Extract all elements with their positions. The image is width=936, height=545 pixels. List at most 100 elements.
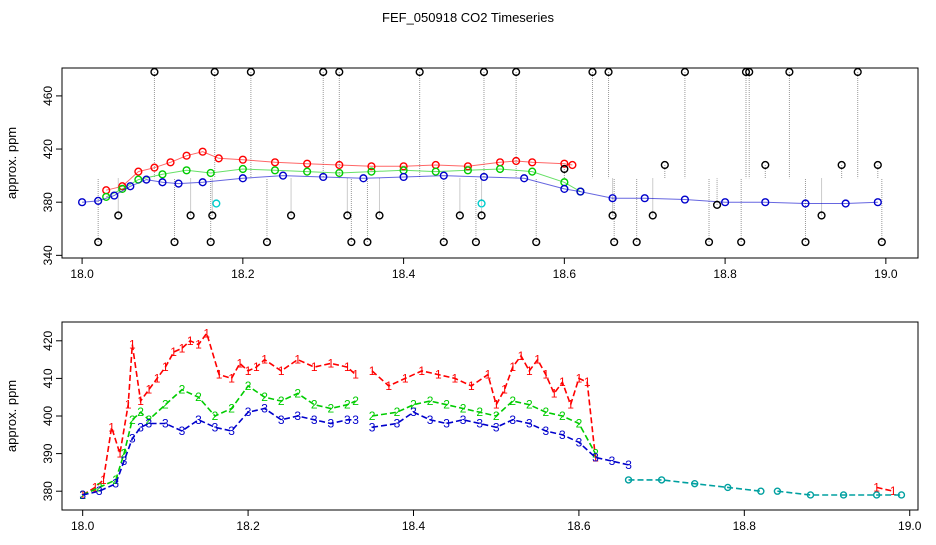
data-point-black [471,237,481,247]
data-point-blue [110,191,119,200]
data-point-black [853,67,862,77]
series-line-3 [82,407,356,496]
series-marker-1: 1 [129,338,136,352]
series-marker-2: 2 [121,447,128,461]
series-marker-2: 2 [344,398,351,412]
data-point-black [246,67,255,77]
series-marker-1b: 1 [485,368,492,382]
y-tick-label: 340 [41,245,55,265]
data-point-black [375,211,384,220]
top-scatter-plot: 18.0 18.2 18.4 18.6 18.8 19.0 340 380 420 460 appr… [4,67,919,281]
series-marker-3: 3 [179,424,186,438]
data-point-blue [520,174,529,183]
data-point-black [477,211,486,220]
series-marker-tail [757,487,765,495]
x-tick-label: 18.4 [402,519,426,533]
series-marker-2: 2 [245,379,252,393]
series-marker-1: 1 [154,371,161,385]
series-marker-3: 3 [129,432,136,446]
y-tick-label: 400 [41,406,55,426]
series-marker-1b: 1 [576,371,583,385]
series-marker-1: 1 [117,447,124,461]
series-marker-1: 1 [179,341,186,355]
data-point-red [335,160,344,170]
series-marker-1: 1 [125,398,132,412]
data-point-black [648,211,657,220]
series-marker-1b: 1 [559,375,566,389]
data-point-red [512,156,521,166]
series-marker-2: 2 [137,405,144,419]
series-marker-1b: 1 [584,375,591,389]
data-point-black [704,237,714,247]
data-point-black [186,211,195,220]
series-marker-tail2 [872,491,881,499]
series-marker-1: 1 [216,368,223,382]
series-marker-3: 3 [228,424,235,438]
data-point-green [206,168,215,178]
series-marker-tail [724,483,732,492]
series-marker-1: 1 [170,345,177,359]
data-point-black [479,67,489,77]
y-tick-label: 380 [41,192,55,212]
series-marker-1b: 1 [542,368,549,382]
series-marker-1: 1 [187,334,194,348]
series-marker-2: 2 [294,386,301,400]
series-marker-1c: 1 [890,484,897,498]
series-marker-tail [690,479,699,488]
x-tick-label: 18.8 [713,267,737,281]
data-point-black [837,160,846,170]
data-point-black [114,211,123,220]
series-marker-tail2 [897,491,906,499]
series-marker-1b: 1 [567,398,574,412]
series-marker-1: 1 [245,364,252,378]
series-marker-2: 2 [129,413,136,427]
data-point-black [343,211,352,220]
data-point-black [532,237,541,247]
data-point-blue [142,175,151,184]
series-marker-tail2 [773,487,782,495]
data-point-red [198,147,207,156]
data-point-blue [801,199,810,208]
y-axis-label: approx. ppm [4,380,19,452]
series-marker-tail [657,476,666,484]
data-point-black [712,200,722,209]
series-marker-1b: 1 [493,398,500,412]
series-marker-3: 3 [162,417,169,431]
series-marker-2b: 2 [493,409,500,423]
series-line-2 [82,384,356,496]
y-tick-label: 390 [41,443,55,463]
series-marker-1b: 1 [385,379,392,393]
series-marker-1b: 1 [551,386,558,400]
data-point-black [877,237,886,247]
data-point-red [528,158,537,167]
series-marker-1: 1 [92,480,99,494]
x-tick-label: 18.6 [553,267,577,281]
series-marker-3b: 3 [592,450,599,464]
series-marker-1: 1 [195,338,202,352]
series-line-1c [876,486,894,492]
data-point-black [680,67,690,77]
data-point-black [439,237,448,247]
series-marker-2: 2 [96,480,103,494]
data-point-black [785,67,794,77]
series-marker-1: 1 [311,360,318,374]
data-point-black [262,237,272,247]
data-point-blue [174,179,183,188]
data-point-green [495,164,505,174]
x-tick-label: 18.0 [71,519,95,533]
series-marker-3: 3 [79,488,86,502]
data-point-red [182,151,191,160]
series-marker-1b: 1 [518,349,525,363]
data-point-blue [841,199,850,208]
data-point-red [270,158,280,167]
series-marker-2: 2 [212,409,219,423]
series-marker-3b: 3 [476,417,483,431]
data-point-red [463,162,472,171]
series-marker-tail2 [806,491,815,499]
series-marker-3: 3 [195,413,202,427]
series-marker-2: 2 [311,398,318,412]
x-tick-label: 19.0 [874,267,898,281]
series-marker-1: 1 [253,360,260,374]
